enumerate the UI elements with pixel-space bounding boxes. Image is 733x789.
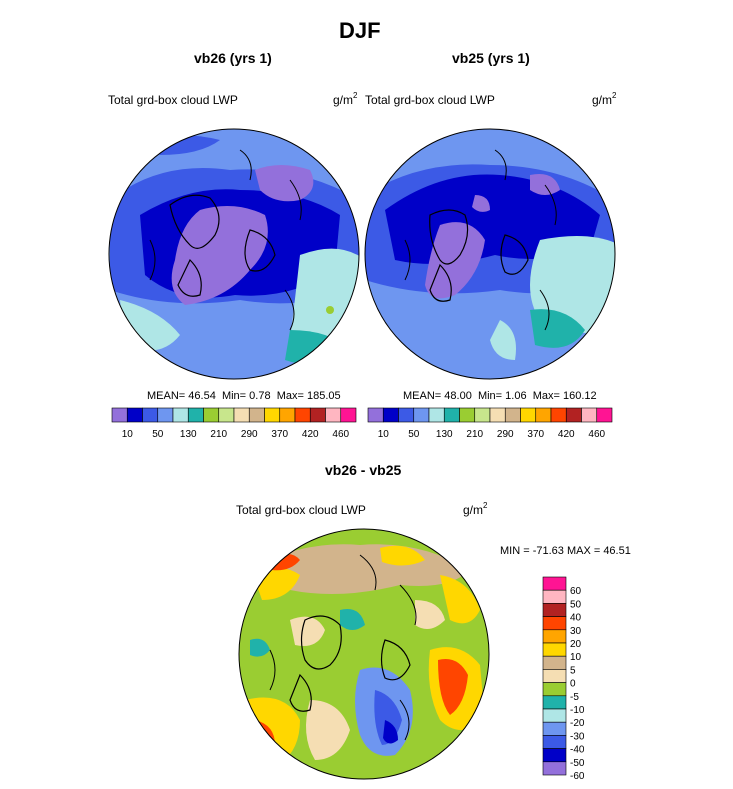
units-exponent: 2 <box>353 91 358 100</box>
colorbar-tick-label: 420 <box>302 429 319 440</box>
units-base: g/m <box>592 93 613 107</box>
colorbar-swatch <box>542 682 567 697</box>
colorbar-tick-label: 60 <box>570 586 582 597</box>
colorbar-tick-label: -50 <box>570 758 585 769</box>
colorbar-tick-label: 420 <box>558 429 575 440</box>
colorbar-tick-label: 130 <box>436 429 453 440</box>
colorbar-tick-label: 370 <box>271 429 288 440</box>
colorbar-swatch <box>542 695 567 710</box>
units-exponent: 2 <box>612 91 617 100</box>
colorbar-tick-label: 30 <box>570 626 582 637</box>
colorbar-tick-label: -60 <box>570 771 585 782</box>
colorbar-tick-label: 130 <box>180 429 197 440</box>
colorbar-tick-label: 5 <box>570 665 576 676</box>
units-exponent: 2 <box>483 501 488 510</box>
page-title: DJF <box>339 18 381 43</box>
colorbar-tick-label: 20 <box>570 639 582 650</box>
mean-value: 48.00 <box>444 390 472 402</box>
colorbar-tick-label: 370 <box>527 429 544 440</box>
colorbar-swatch <box>542 603 567 617</box>
mean-label: MEAN= <box>403 390 442 402</box>
colorbar-swatch <box>596 407 613 423</box>
colorbar-tick-label: 290 <box>497 429 514 440</box>
colorbar-tick-label: 460 <box>588 429 605 440</box>
colorbar-swatch <box>542 735 567 749</box>
colorbar-swatch <box>542 576 567 591</box>
panel-units-vb26: g/m2 <box>333 91 358 107</box>
colorbar-tick-label: -40 <box>570 745 585 756</box>
max-value: 160.12 <box>562 390 597 402</box>
panel-left-label-diff: Total grd-box cloud LWP <box>236 503 366 517</box>
colorbar-tick-label: 210 <box>466 429 483 440</box>
colorbar-swatch <box>542 748 567 763</box>
colorbar-swatch <box>542 761 567 776</box>
colorbar-tick-label: 50 <box>570 599 582 610</box>
max-label: Max= <box>276 390 304 402</box>
colorbar-tick-label: 460 <box>332 429 349 440</box>
panel-title-vb25: vb25 (yrs 1) <box>452 50 530 66</box>
panel-left-label-vb25: Total grd-box cloud LWP <box>365 93 495 107</box>
min-label: Min= <box>221 390 247 402</box>
colorbar-tick-label: -30 <box>570 731 585 742</box>
colorbar-swatch <box>542 629 567 644</box>
colorbar-swatch <box>542 589 567 604</box>
panel-left-label-vb26: Total grd-box cloud LWP <box>108 93 238 107</box>
colorbar-tick-label: -5 <box>570 692 579 703</box>
panel-units-vb25: g/m2 <box>592 91 617 107</box>
colorbar-swatch <box>542 721 567 736</box>
colorbar-tick-label: 210 <box>210 429 227 440</box>
stats-vb25: MEAN= 48.00 Min= 1.06 Max= 160.12 <box>403 390 597 402</box>
colorbar-tick-label: 50 <box>152 429 164 440</box>
colorbar-swatch <box>542 669 567 683</box>
mean-label: MEAN= <box>147 390 186 402</box>
panel-title-vb26: vb26 (yrs 1) <box>194 50 272 66</box>
colorbar-tick-label: 10 <box>378 429 390 440</box>
colorbar-tick-label: -20 <box>570 718 585 729</box>
colorbar-swatch <box>340 407 357 423</box>
mean-value: 46.54 <box>188 390 216 402</box>
colorbar-tick-label: -10 <box>570 705 585 716</box>
min-label: Min= <box>477 390 503 402</box>
max-value: 185.05 <box>306 390 341 402</box>
colorbar-swatch <box>542 642 567 657</box>
colorbar-swatch <box>542 708 567 723</box>
panel-units-diff: g/m2 <box>463 501 488 517</box>
colorbar-tick-label: 10 <box>570 652 582 663</box>
colorbar-tick-label: 50 <box>408 429 420 440</box>
max-label: Max= <box>532 390 560 402</box>
colorbar-swatch <box>542 655 567 670</box>
units-base: g/m <box>463 503 484 517</box>
colorbar-swatch <box>542 616 567 631</box>
units-base: g/m <box>333 93 354 107</box>
min-value: 0.78 <box>249 390 271 402</box>
min-value: 1.06 <box>505 390 527 402</box>
colorbar-tick-label: 40 <box>570 613 582 624</box>
colorbar-tick-label: 290 <box>241 429 258 440</box>
stats-vb26: MEAN= 46.54 Min= 0.78 Max= 185.05 <box>147 390 341 402</box>
minmax-diff: MIN = -71.63 MAX = 46.51 <box>500 545 631 557</box>
panel-title-diff: vb26 - vb25 <box>325 462 402 478</box>
colorbar-tick-label: 0 <box>570 679 576 690</box>
colorbar-tick-label: 10 <box>122 429 134 440</box>
